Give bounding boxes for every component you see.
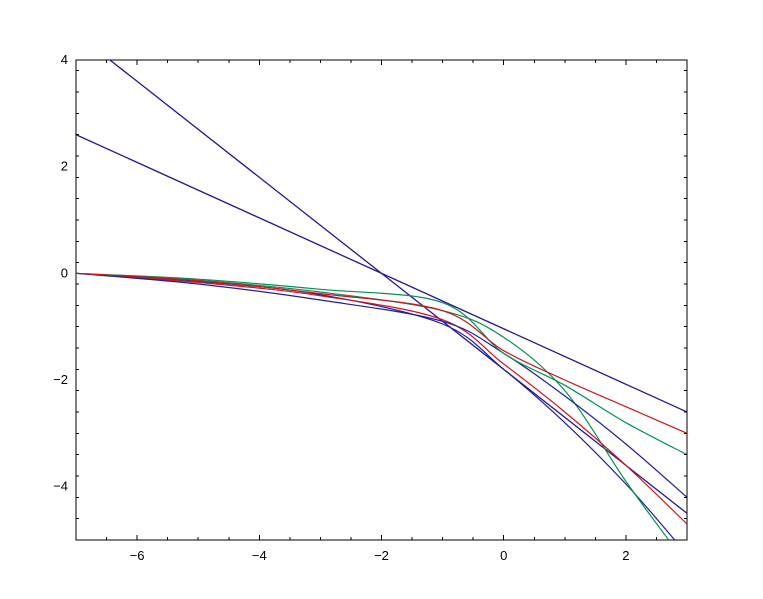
y-tick-label: 2 bbox=[61, 159, 68, 174]
y-axis: 4 2 0 −2 −4 bbox=[53, 52, 687, 541]
series-line-4-blue bbox=[76, 134, 687, 413]
x-tick-label: 2 bbox=[622, 548, 629, 563]
y-tick-label: −4 bbox=[53, 479, 68, 494]
y-tick-label: 4 bbox=[61, 52, 68, 67]
x-tick-label: −6 bbox=[130, 548, 145, 563]
series-line-10-red bbox=[76, 272, 687, 434]
x-axis: −6 −4 −2 0 2 bbox=[75, 60, 688, 563]
x-tick-label: −4 bbox=[252, 548, 267, 563]
series-line-9-green bbox=[76, 272, 687, 456]
series-line-8-blue bbox=[76, 272, 687, 498]
x-tick-label: −2 bbox=[374, 548, 389, 563]
series-line-5-blue bbox=[76, 272, 676, 540]
x-tick-label: 0 bbox=[500, 548, 507, 563]
curves-layer bbox=[76, 60, 687, 540]
series-line-7-red bbox=[76, 272, 687, 525]
y-tick-label: 0 bbox=[61, 265, 68, 280]
y-tick-label: −2 bbox=[53, 372, 68, 387]
